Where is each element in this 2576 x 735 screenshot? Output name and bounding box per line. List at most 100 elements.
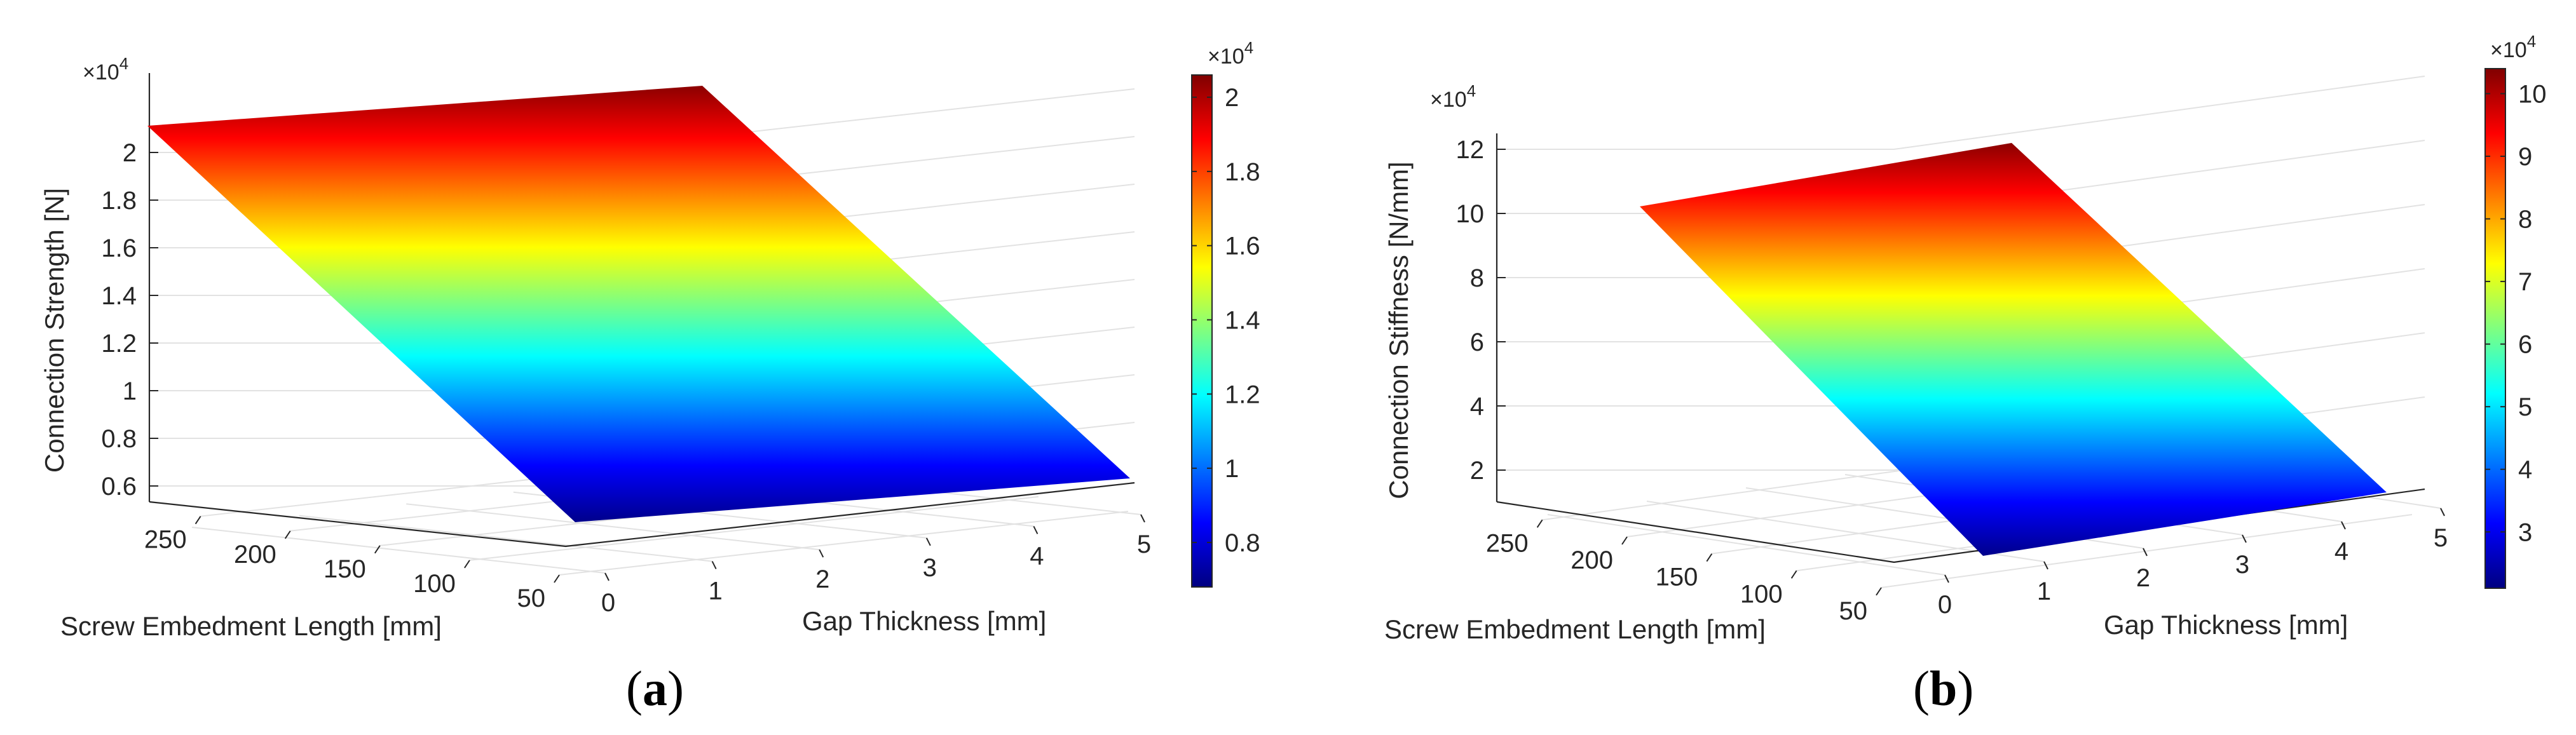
panel-a-y-tick-mark	[194, 516, 201, 525]
panel-b-x-gridline	[1547, 514, 1946, 576]
panel-a-z-tick-label: 1	[123, 377, 137, 405]
panel-a-y-ticks: 50 100 150 200 250	[144, 516, 560, 612]
panel-b-x-tick-mark	[2043, 561, 2048, 570]
panel-a-z-tick-label: 0.6	[101, 473, 137, 501]
panel-a-z-exponent: ×104	[83, 54, 128, 84]
panel-a-x-tick-mark	[1033, 525, 1039, 534]
panel-b-y-ticks: 50 100 150 200 250	[1486, 519, 1882, 625]
panel-a-x-gridline	[406, 503, 820, 551]
panel-a-y-tick-label: 200	[234, 541, 276, 569]
panel-b-colorbar-tick-label: 8	[2518, 206, 2532, 234]
panel-b-y-tick-mark	[1790, 570, 1797, 579]
panel-a-z-tick-label: 0.8	[101, 425, 137, 453]
panel-b-z-tick-label: 2	[1470, 457, 1484, 485]
panel-a-y-axis-label: Screw Embedment Length [mm]	[60, 611, 442, 641]
panel-b-x-axis-label: Gap Thickness [mm]	[2104, 610, 2348, 640]
panel-a-x-gridline	[191, 527, 606, 574]
panel-a-y-tick-label: 100	[413, 570, 456, 598]
panel-a-z-tick-label: 1.4	[101, 282, 137, 310]
panel-b-z-tick-label: 12	[1456, 136, 1485, 164]
panel-a-x-tick-mark	[925, 537, 931, 546]
panel-a-x-tick-label: 2	[815, 565, 829, 593]
panel-b-z-tick-label: 8	[1470, 264, 1484, 292]
panel-b-colorbar-exponent: ×104	[2490, 32, 2536, 62]
panel-a-x-tick-label: 4	[1030, 542, 1044, 570]
panel-b-z-exponent: ×104	[1430, 81, 1476, 112]
panel-b-colorbar-tick-label: 6	[2518, 331, 2532, 359]
panel-a-z-tick-label: 1.6	[101, 234, 137, 262]
panel-b-colorbar-tick-label: 9	[2518, 143, 2532, 171]
panel-a-x-ticks: 0 1 2 3 4 5	[601, 514, 1151, 617]
panel-a-colorbar-ramp	[1192, 75, 1212, 587]
panel-b-y-tick-mark	[1876, 587, 1882, 596]
panel-a-y-tick-mark	[554, 574, 560, 583]
panel-b-surface	[1640, 143, 2387, 556]
panel-b-y-tick-label: 100	[1740, 580, 1783, 608]
panel-a-colorbar-ticks: 0.8 1 1.2 1.4 1.6 1.8 2	[1192, 84, 1260, 557]
panel-b-colorbar-tick-label: 3	[2518, 518, 2532, 546]
panel-a-z-tick-label: 1.2	[101, 330, 137, 358]
panel-a: 0.6 0.8 1 1.2 1.4 1.6 1.8 2 50 100 150 200 250 0 1 2 3…	[39, 38, 1260, 716]
panel-a-y-tick-label: 250	[144, 526, 187, 554]
panel-a-z-tick-label: 1.8	[101, 187, 137, 215]
panel-a-x-tick-label: 5	[1137, 530, 1151, 558]
panel-a-x-gridline	[299, 515, 712, 562]
panel-a-z-axis-label: Connection Strength [N]	[39, 188, 69, 473]
panel-a-x-tick-label: 3	[923, 554, 937, 582]
panel-a-axes	[148, 73, 1135, 548]
panel-b-y-tick-label: 200	[1571, 546, 1613, 574]
panel-a-x-tick-mark	[604, 572, 610, 581]
panel-a-y-tick-label: 50	[517, 584, 546, 612]
panel-b-y-gridline	[1881, 514, 2413, 588]
panel-b-colorbar-tick-label: 7	[2518, 268, 2532, 296]
panel-a-x-tick-mark	[1140, 514, 1145, 523]
panel-b-z-gridline	[1497, 76, 2425, 150]
panel-b-colorbar-tick-label: 10	[2518, 80, 2547, 108]
panel-a-colorbar-exponent: ×104	[1208, 38, 1253, 69]
panel-a-y-tick-mark	[284, 530, 291, 539]
panel-a-x-tick-mark	[819, 549, 824, 558]
panel-b-x-tick-label: 2	[2136, 564, 2150, 592]
panel-b-x-tick-label: 4	[2334, 537, 2348, 565]
panel-b-x-tick-mark	[2143, 548, 2148, 556]
panel-b-x-tick-mark	[2242, 534, 2247, 543]
panel-b-x-tick-mark	[2341, 521, 2346, 530]
panel-a-y-gridline	[469, 496, 1039, 561]
panel-a-colorbar-tick-label: 1.2	[1225, 381, 1260, 408]
panel-a-colorbar-tick-label: 0.8	[1225, 529, 1260, 557]
panel-a-colorbar-tick-label: 1.8	[1225, 158, 1260, 186]
panel-b-x-ticks: 0 1 2 3 4 5	[1938, 508, 2448, 619]
panel-b-x-tick-label: 5	[2434, 524, 2448, 552]
panel-b-y-tick-label: 150	[1656, 563, 1698, 591]
panel-a-z-ticks: 0.6 0.8 1 1.2 1.4 1.6 1.8 2	[101, 139, 158, 501]
panel-a-caption: (a)	[626, 661, 684, 716]
panel-a-colorbar-tick-label: 1.6	[1225, 233, 1260, 260]
panel-b-x-tick-label: 1	[2037, 577, 2051, 605]
panel-b-x-tick-mark	[1944, 574, 1949, 583]
panel-b-x-gridline	[1646, 501, 2045, 562]
panel-b-x-tick-label: 3	[2235, 551, 2249, 579]
panel-b-y-tick-label: 50	[1839, 597, 1868, 625]
panel-b-x-tick-label: 0	[1938, 591, 1952, 619]
panel-b-caption: (b)	[1913, 661, 1973, 716]
panel-a-x-tick-mark	[711, 561, 717, 570]
panel-a-colorbar-tick-label: 2	[1225, 84, 1239, 112]
panel-a-colorbar: 0.8 1 1.2 1.4 1.6 1.8 2 ×104	[1191, 38, 1260, 588]
panel-a-x-axis-label: Gap Thickness [mm]	[802, 606, 1046, 636]
panel-b-colorbar: 3 4 5 6 7 8 9 10 ×104	[2484, 32, 2547, 589]
panel-b-y-tick-mark	[1536, 519, 1543, 528]
panel-b-y-tick-mark	[1706, 553, 1713, 562]
panel-a-y-tick-label: 150	[324, 555, 366, 583]
panel-b-y-axis-label: Screw Embedment Length [mm]	[1384, 614, 1766, 644]
panel-a-y-tick-mark	[374, 545, 381, 554]
panel-a-x-tick-label: 0	[601, 589, 615, 617]
panel-b-z-tick-label: 4	[1470, 393, 1484, 421]
panel-a-x-tick-label: 1	[708, 577, 722, 605]
panel-a-surface	[147, 86, 1130, 522]
panel-b-colorbar-tick-label: 5	[2518, 393, 2532, 421]
panel-b-z-axis-label: Connection Stiffness [N/mm]	[1384, 161, 1414, 499]
panel-b-x-tick-mark	[2440, 508, 2445, 516]
panel-a-z-tick-label: 2	[123, 139, 137, 167]
